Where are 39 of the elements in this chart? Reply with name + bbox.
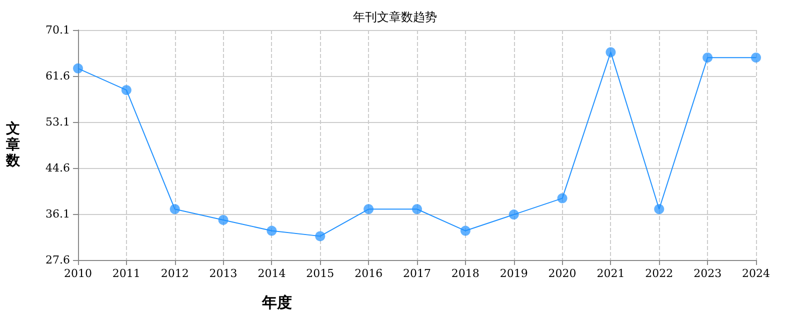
point [557,193,568,204]
x-tick-label: 2022 [645,267,674,280]
x-tick-label: 2015 [306,267,334,280]
x-tick-label: 2017 [403,267,431,280]
point [460,226,470,236]
point [266,226,277,236]
x-tick-label: 2016 [354,267,383,280]
x-tick-label: 2013 [209,267,238,280]
y-tick-label: 36.1 [46,208,70,220]
x-axis-title: 年度 [261,294,292,312]
x-tick-label: 2020 [548,267,576,280]
y-tick-label: 70.1 [46,24,70,36]
point [412,204,422,214]
y-tick-label: 44.6 [46,162,70,174]
y-tick-label: 27.6 [46,254,70,266]
point [170,204,180,214]
point [606,47,616,58]
chart-title: 年刊文章数趋势 [353,10,437,24]
x-tick-label: 2021 [596,267,625,280]
x-tick-label: 2018 [451,267,480,280]
x-tick-label: 2014 [258,267,286,280]
x-tick-label: 2023 [694,267,722,280]
point [364,204,374,214]
point [702,52,713,63]
x-tick-label: 2011 [112,267,140,280]
x-tick-label: 2012 [160,267,189,280]
y-tick-label: 61.6 [46,70,70,82]
point [121,85,132,96]
y-tick-label: 53.1 [46,116,70,128]
point [218,214,228,225]
point [315,231,326,242]
x-tick-label: 2019 [500,267,528,280]
point [508,210,519,220]
point [751,52,761,63]
x-tick-label: 2010 [64,267,92,280]
point [654,204,664,214]
x-tick-label: 2024 [742,267,770,280]
point [73,63,83,74]
y-axis-title: 文章数 [5,120,21,169]
